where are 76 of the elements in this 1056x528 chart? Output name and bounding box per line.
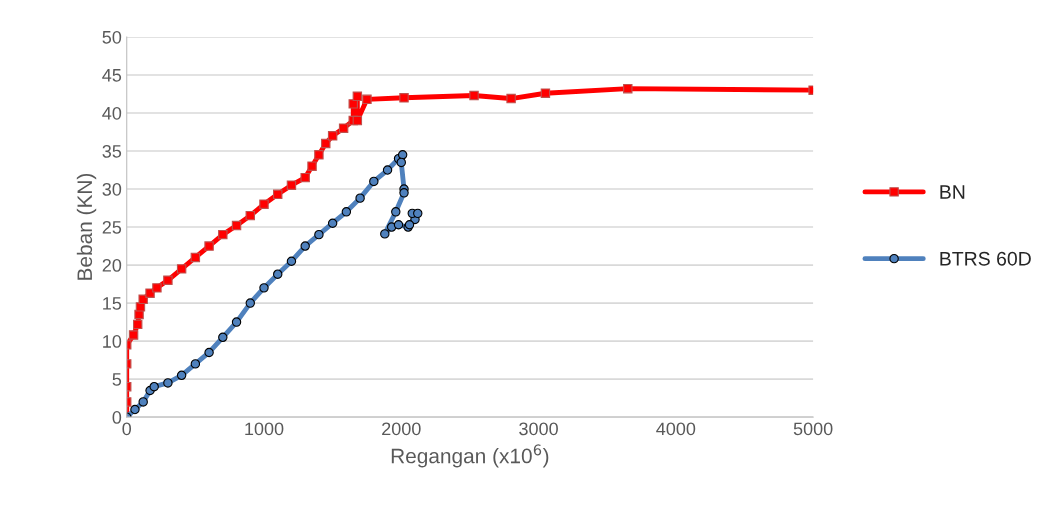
point (176, 264, 187, 274)
point (338, 123, 349, 133)
point (355, 193, 365, 203)
point (138, 397, 148, 407)
point (348, 99, 358, 109)
point (286, 180, 297, 190)
point (399, 188, 409, 198)
x-axis-title: Regangan (x10$^{6}$) (391, 444, 549, 468)
point (259, 199, 269, 209)
y-tick-label: 35 (102, 144, 122, 158)
point (307, 161, 317, 171)
y-tick-label: 25 (102, 220, 122, 234)
point (245, 210, 255, 221)
point (380, 229, 390, 239)
point (273, 269, 283, 279)
point (218, 332, 228, 343)
y-tick-label: 45 (102, 69, 122, 82)
point (314, 229, 324, 240)
point (286, 256, 297, 266)
point (128, 330, 139, 340)
point (190, 359, 201, 369)
point (352, 115, 363, 126)
x-tick-label: 2000 (382, 422, 421, 436)
point (259, 283, 269, 293)
point (190, 252, 201, 263)
y-tick-label: 50 (102, 30, 122, 44)
point (163, 378, 173, 388)
y-tick-label: 20 (102, 258, 122, 272)
point (352, 91, 363, 101)
x-tick-label: 1000 (245, 422, 284, 436)
y-tick-label: 30 (102, 182, 122, 196)
point (132, 319, 143, 330)
point (300, 172, 310, 183)
point (397, 150, 408, 160)
point (362, 94, 372, 105)
point (413, 208, 423, 219)
point (327, 131, 338, 141)
x-tick-label: 0 (122, 422, 132, 436)
y-tick-label: 0 (112, 411, 122, 424)
point (152, 283, 162, 293)
y-axis-title: Beban (KN) (76, 173, 97, 280)
point (540, 88, 551, 98)
y-tick-label: 40 (102, 106, 122, 120)
y-tick-label: 5 (112, 373, 122, 386)
point (314, 150, 324, 160)
legend-label: BTRS 60D (940, 251, 1031, 266)
point (245, 298, 255, 308)
point (399, 93, 409, 103)
point (623, 83, 633, 94)
x-tick-label: 5000 (793, 422, 833, 436)
point (391, 207, 401, 217)
point (130, 404, 140, 415)
point (231, 317, 242, 327)
point (149, 381, 159, 392)
point (273, 189, 283, 200)
point (369, 176, 379, 187)
point (382, 165, 393, 175)
y-tick-label: 10 (103, 335, 122, 348)
x-tick-label: 4000 (656, 422, 696, 436)
point (396, 157, 407, 168)
x-tick-label: 3000 (519, 422, 558, 436)
point (300, 241, 310, 251)
point (218, 229, 228, 240)
point (327, 218, 338, 228)
y-tick-label: 15 (103, 297, 122, 310)
point (469, 90, 479, 101)
point (176, 370, 187, 381)
point (341, 207, 352, 217)
point (231, 220, 242, 231)
legend-label: BN (940, 185, 965, 199)
point (163, 275, 173, 285)
point (204, 241, 214, 251)
point (393, 220, 404, 230)
point (145, 288, 155, 298)
point (204, 347, 214, 358)
point (506, 93, 516, 104)
